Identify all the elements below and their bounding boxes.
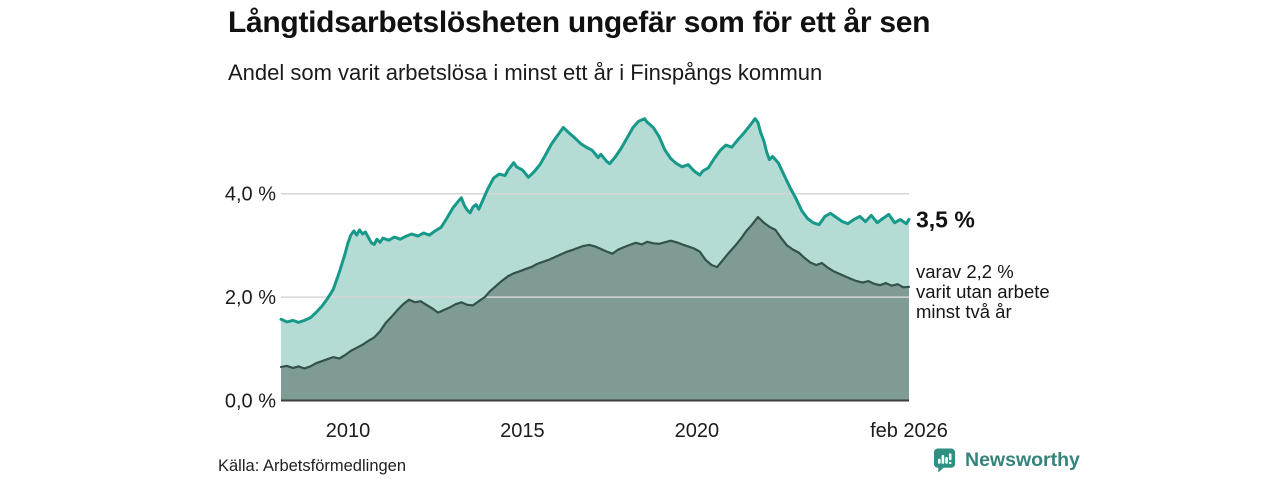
annotation-latest-total: 3,5 % — [916, 207, 975, 233]
annotation-latest-twoyear: minst två år — [916, 301, 1012, 322]
line-minst-tva-ar — [279, 215, 911, 370]
x-tick-label: 2020 — [675, 420, 720, 442]
y-tick-label: 0,0 % — [225, 391, 276, 413]
y-tick-label: 2,0 % — [225, 287, 276, 309]
area-minst-tva-ar — [281, 217, 909, 401]
source-note: Källa: Arbetsförmedlingen — [218, 457, 407, 475]
line-minst-ett-ar — [279, 117, 911, 324]
annotation-latest-twoyear: varit utan arbete — [916, 281, 1050, 302]
x-tick-label: feb 2026 — [870, 420, 948, 442]
brand-name: Newsworthy — [965, 449, 1080, 471]
newsworthy-icon — [933, 448, 956, 473]
x-tick-label: 2015 — [500, 420, 545, 442]
x-tick-label: 2010 — [326, 420, 371, 442]
chart-subtitle: Andel som varit arbetslösa i minst ett å… — [228, 60, 823, 85]
chart-title: Långtidsarbetslösheten ungefär som för e… — [228, 6, 931, 39]
newsworthy-logo[interactable]: Newsworthy — [933, 448, 1080, 473]
y-tick-label: 4,0 % — [225, 184, 276, 206]
annotation-latest-twoyear: varav 2,2 % — [916, 261, 1014, 282]
